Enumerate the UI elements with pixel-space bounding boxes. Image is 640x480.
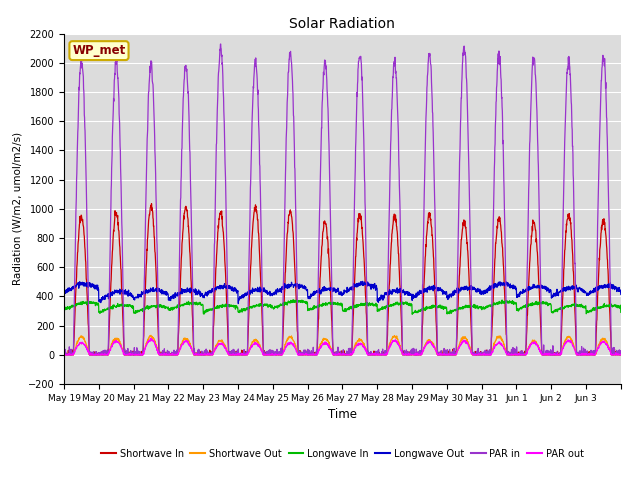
PAR in	[609, 345, 617, 350]
Line: Longwave In: Longwave In	[64, 300, 621, 314]
PAR in	[61, 352, 69, 358]
Shortwave Out	[147, 333, 155, 338]
Shortwave In	[542, 352, 550, 358]
Y-axis label: Radiation (W/m2, umol/m2/s): Radiation (W/m2, umol/m2/s)	[12, 132, 22, 286]
Shortwave In	[116, 242, 124, 248]
Shortwave In	[609, 352, 617, 358]
Longwave Out	[542, 286, 550, 292]
Line: PAR out: PAR out	[64, 338, 621, 355]
Shortwave In	[617, 352, 625, 358]
PAR in	[60, 347, 68, 353]
PAR out	[60, 352, 68, 358]
PAR out	[116, 341, 124, 347]
Longwave In	[511, 300, 518, 305]
Longwave In	[60, 307, 68, 312]
Longwave Out	[60, 290, 68, 296]
PAR in	[116, 133, 124, 139]
Shortwave In	[148, 201, 156, 206]
PAR in	[236, 351, 244, 357]
PAR out	[236, 352, 244, 358]
Shortwave Out	[376, 352, 384, 358]
Shortwave Out	[510, 352, 518, 358]
Longwave Out	[609, 282, 617, 288]
Shortwave Out	[116, 339, 124, 345]
Line: PAR in: PAR in	[64, 44, 621, 355]
Shortwave Out	[60, 352, 68, 358]
Longwave In	[116, 303, 124, 309]
Longwave Out	[234, 300, 242, 306]
Shortwave In	[60, 352, 68, 358]
Line: Shortwave Out: Shortwave Out	[64, 336, 621, 355]
X-axis label: Time: Time	[328, 408, 357, 421]
Shortwave Out	[609, 352, 617, 358]
PAR out	[510, 351, 518, 357]
Longwave Out	[116, 291, 124, 297]
Longwave Out	[511, 286, 518, 291]
PAR in	[511, 346, 518, 351]
Longwave Out	[617, 291, 625, 297]
Shortwave Out	[236, 352, 244, 358]
PAR out	[147, 336, 155, 341]
Text: WP_met: WP_met	[72, 44, 125, 57]
Longwave In	[290, 297, 298, 303]
PAR in	[617, 352, 625, 358]
Longwave Out	[359, 278, 367, 284]
Longwave In	[542, 299, 550, 305]
PAR in	[376, 352, 384, 358]
Shortwave Out	[617, 351, 625, 357]
Longwave Out	[376, 296, 384, 302]
Longwave In	[609, 303, 617, 309]
PAR in	[542, 348, 550, 354]
Shortwave In	[376, 352, 384, 358]
Line: Shortwave In: Shortwave In	[64, 204, 621, 355]
Longwave In	[617, 310, 625, 315]
Longwave In	[376, 307, 384, 312]
Shortwave Out	[542, 352, 550, 358]
PAR out	[376, 351, 384, 357]
Longwave Out	[236, 294, 244, 300]
Title: Solar Radiation: Solar Radiation	[289, 17, 396, 31]
Shortwave In	[236, 352, 244, 358]
Longwave In	[408, 312, 416, 317]
Legend: Shortwave In, Shortwave Out, Longwave In, Longwave Out, PAR in, PAR out: Shortwave In, Shortwave Out, Longwave In…	[97, 445, 588, 463]
PAR out	[609, 352, 617, 358]
PAR out	[542, 352, 550, 358]
Shortwave In	[510, 352, 518, 358]
PAR out	[617, 351, 625, 357]
PAR in	[217, 41, 225, 47]
Line: Longwave Out: Longwave Out	[64, 281, 621, 303]
Longwave In	[236, 309, 244, 314]
